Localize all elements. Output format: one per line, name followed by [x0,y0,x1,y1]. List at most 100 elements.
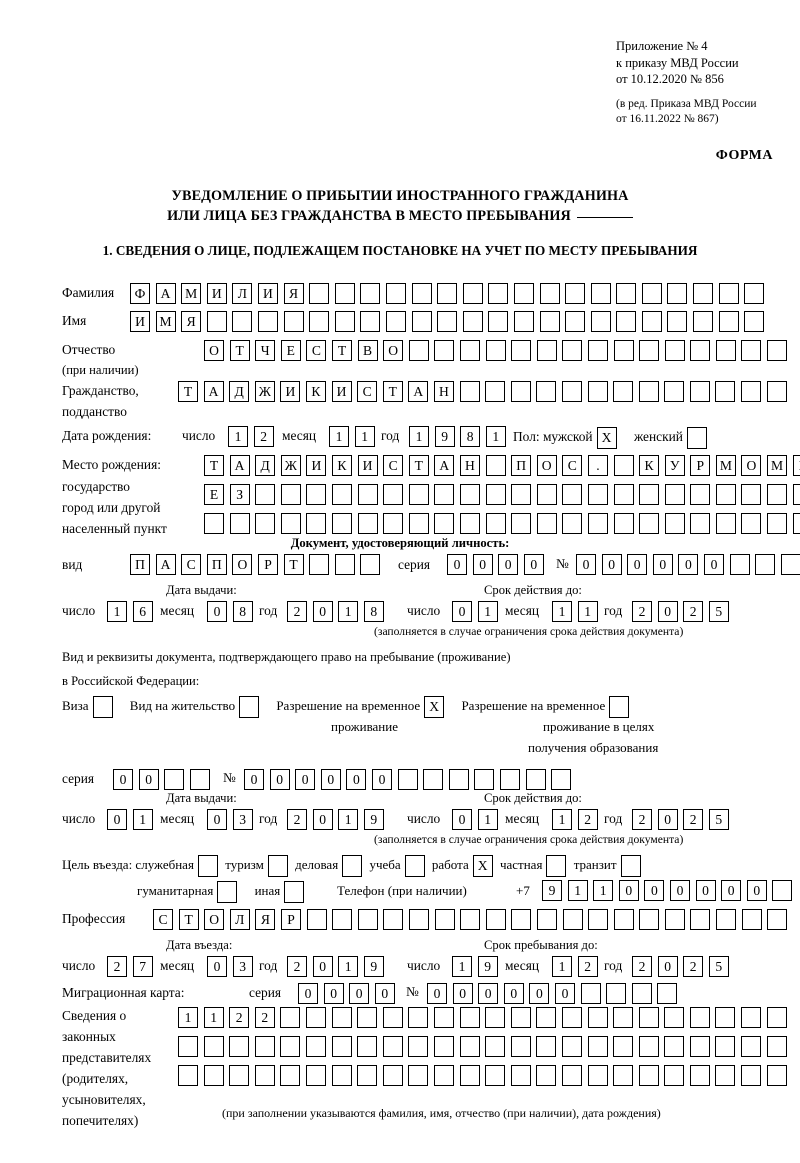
doc-valid-year-cell-3[interactable]: 5 [708,601,729,622]
legal-rep-row1-cell-2[interactable]: 2 [229,1007,250,1028]
legal-rep-row3-cell-15[interactable] [561,1065,582,1086]
doc-valid-month-cell-1[interactable]: 1 [577,601,598,622]
patronymic-cell-7[interactable]: О [383,340,404,361]
surname-cell-16[interactable] [539,283,560,304]
surname-cell-11[interactable] [411,283,432,304]
doc-valid-day-cell-0[interactable]: 0 [452,601,472,622]
legal-rep-row3-cell-8[interactable] [382,1065,403,1086]
citizenship-cell-2[interactable]: Д [229,381,250,402]
legal-rep-row2-cell-15[interactable] [561,1036,582,1057]
surname-cell-4[interactable]: Л [232,283,253,304]
patronymic-cell-12[interactable] [511,340,532,361]
birthplace-state-cell-1[interactable]: А [229,455,250,476]
birthplace-city-row2-cell-11[interactable] [485,513,506,534]
phone-cell-5[interactable]: 0 [669,880,690,901]
birthplace-state-cell-9[interactable]: А [434,455,455,476]
birth-day-cell-0[interactable]: 1 [228,426,248,447]
legal-rep-row1-cell-23[interactable] [766,1007,787,1028]
legal-rep-row1-cell-17[interactable] [613,1007,634,1028]
legal-rep-row3-cell-10[interactable] [433,1065,454,1086]
birthplace-city-row2-cell-18[interactable] [664,513,685,534]
legal-rep-row3-cell-0[interactable] [178,1065,198,1086]
birth-day-cell-1[interactable]: 2 [253,426,274,447]
stay-year-cell-2[interactable]: 2 [683,956,704,977]
sex-male-checkbox[interactable]: X [596,427,617,449]
permit-number-cell-10[interactable] [499,769,520,790]
legal-rep-row1-cell-13[interactable] [510,1007,531,1028]
patronymic-cell-8[interactable] [408,340,429,361]
firstname-cell-8[interactable] [334,311,355,332]
legal-rep-row3-cell-21[interactable] [715,1065,736,1086]
legal-rep-row2-cell-12[interactable] [485,1036,506,1057]
citizenship-cell-1[interactable]: А [203,381,224,402]
birthplace-city-row2-cell-10[interactable] [459,513,480,534]
doc-valid-year-cell-0[interactable]: 2 [632,601,652,622]
visa-checkbox[interactable] [92,696,113,718]
firstname-cell-10[interactable] [385,311,406,332]
purpose-work-checkbox[interactable]: X [472,855,493,877]
doc-kind-cell-5[interactable]: Р [257,554,278,575]
birthplace-city-row2-cell-6[interactable] [357,513,378,534]
legal-rep-row3-cell-5[interactable] [305,1065,326,1086]
migration-number-cell-2[interactable]: 0 [478,983,499,1004]
legal-rep-row3-cell-3[interactable] [254,1065,275,1086]
profession-cell-8[interactable] [357,909,378,930]
birthplace-state-cell-4[interactable]: И [306,455,327,476]
permit-number-cell-11[interactable] [525,769,546,790]
legal-rep-row2-cell-9[interactable] [408,1036,429,1057]
birthplace-city-cell-20[interactable] [715,484,736,505]
birthplace-city-row2-cell-14[interactable] [562,513,583,534]
citizenship-cell-5[interactable]: К [305,381,326,402]
legal-rep-row3-cell-22[interactable] [741,1065,762,1086]
doc-kind-cell-7[interactable] [309,554,330,575]
permit-valid-year-cell-0[interactable]: 2 [632,809,652,830]
doc-kind-cell-4[interactable]: О [232,554,253,575]
surname-cell-2[interactable]: М [181,283,202,304]
phone-cell-6[interactable]: 0 [695,880,716,901]
firstname-cell-22[interactable] [693,311,714,332]
doc-number-cell-1[interactable]: 0 [601,554,622,575]
birthplace-state-cell-21[interactable]: О [741,455,762,476]
entry-month-cell-1[interactable]: 3 [232,956,253,977]
birthplace-state-cell-18[interactable]: У [664,455,685,476]
surname-cell-23[interactable] [718,283,739,304]
legal-rep-row3-cell-1[interactable] [203,1065,224,1086]
surname-cell-19[interactable] [616,283,637,304]
citizenship-cell-16[interactable] [587,381,608,402]
migration-number-cell-1[interactable]: 0 [452,983,473,1004]
permit-valid-month-cell-0[interactable]: 1 [552,809,572,830]
legal-rep-row1-cell-21[interactable] [715,1007,736,1028]
citizenship-cell-18[interactable] [638,381,659,402]
doc-issue-year-cell-3[interactable]: 8 [363,601,384,622]
birthplace-city-row2-cell-7[interactable] [383,513,404,534]
entry-year-cell-1[interactable]: 0 [312,956,333,977]
permit-number-cell-4[interactable]: 0 [346,769,367,790]
birthplace-state-cell-23[interactable]: Б [792,455,800,476]
surname-cell-17[interactable] [565,283,586,304]
surname-cell-21[interactable] [667,283,688,304]
profession-cell-4[interactable]: Я [255,909,276,930]
doc-issue-month-cell-0[interactable]: 0 [207,601,227,622]
legal-rep-row3-cell-9[interactable] [408,1065,429,1086]
firstname-cell-1[interactable]: М [155,311,176,332]
birth-year-cell-1[interactable]: 9 [434,426,455,447]
permit-valid-day-cell-1[interactable]: 1 [477,809,498,830]
legal-rep-row1-cell-19[interactable] [664,1007,685,1028]
firstname-cell-0[interactable]: И [130,311,150,332]
legal-rep-row1-cell-12[interactable] [485,1007,506,1028]
legal-rep-row3-cell-17[interactable] [613,1065,634,1086]
legal-rep-row1-cell-16[interactable] [587,1007,608,1028]
patronymic-cell-22[interactable] [767,340,788,361]
birthplace-state-cell-19[interactable]: Р [690,455,711,476]
birthplace-city-row2-cell-2[interactable] [255,513,276,534]
purpose-official-checkbox[interactable] [197,855,218,877]
permit-series-cell-0[interactable]: 0 [113,769,133,790]
legal-rep-row1-cell-18[interactable] [638,1007,659,1028]
permit-number-cell-2[interactable]: 0 [295,769,316,790]
